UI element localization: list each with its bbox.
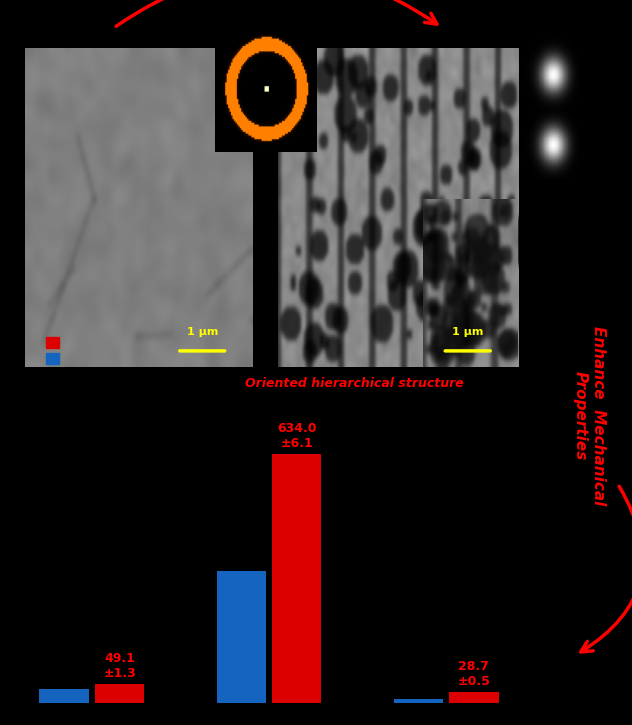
Bar xyxy=(394,700,443,703)
Bar xyxy=(449,692,499,703)
Text: 1 μm: 1 μm xyxy=(452,327,483,337)
Bar xyxy=(95,684,144,703)
Text: 28.7
±0.5: 28.7 ±0.5 xyxy=(458,660,490,688)
Bar xyxy=(39,689,88,703)
Bar xyxy=(272,454,321,703)
Text: Enhance  Mechanical
Properties: Enhance Mechanical Properties xyxy=(573,326,605,506)
Bar xyxy=(217,571,266,703)
Text: 634.0
±6.1: 634.0 ±6.1 xyxy=(277,422,317,450)
Text: 49.1
±1.3: 49.1 ±1.3 xyxy=(103,652,136,680)
Text: Oriented hierarchical structure: Oriented hierarchical structure xyxy=(245,377,463,390)
Legend: , : , xyxy=(44,335,70,366)
Text: 1 μm: 1 μm xyxy=(186,327,218,337)
